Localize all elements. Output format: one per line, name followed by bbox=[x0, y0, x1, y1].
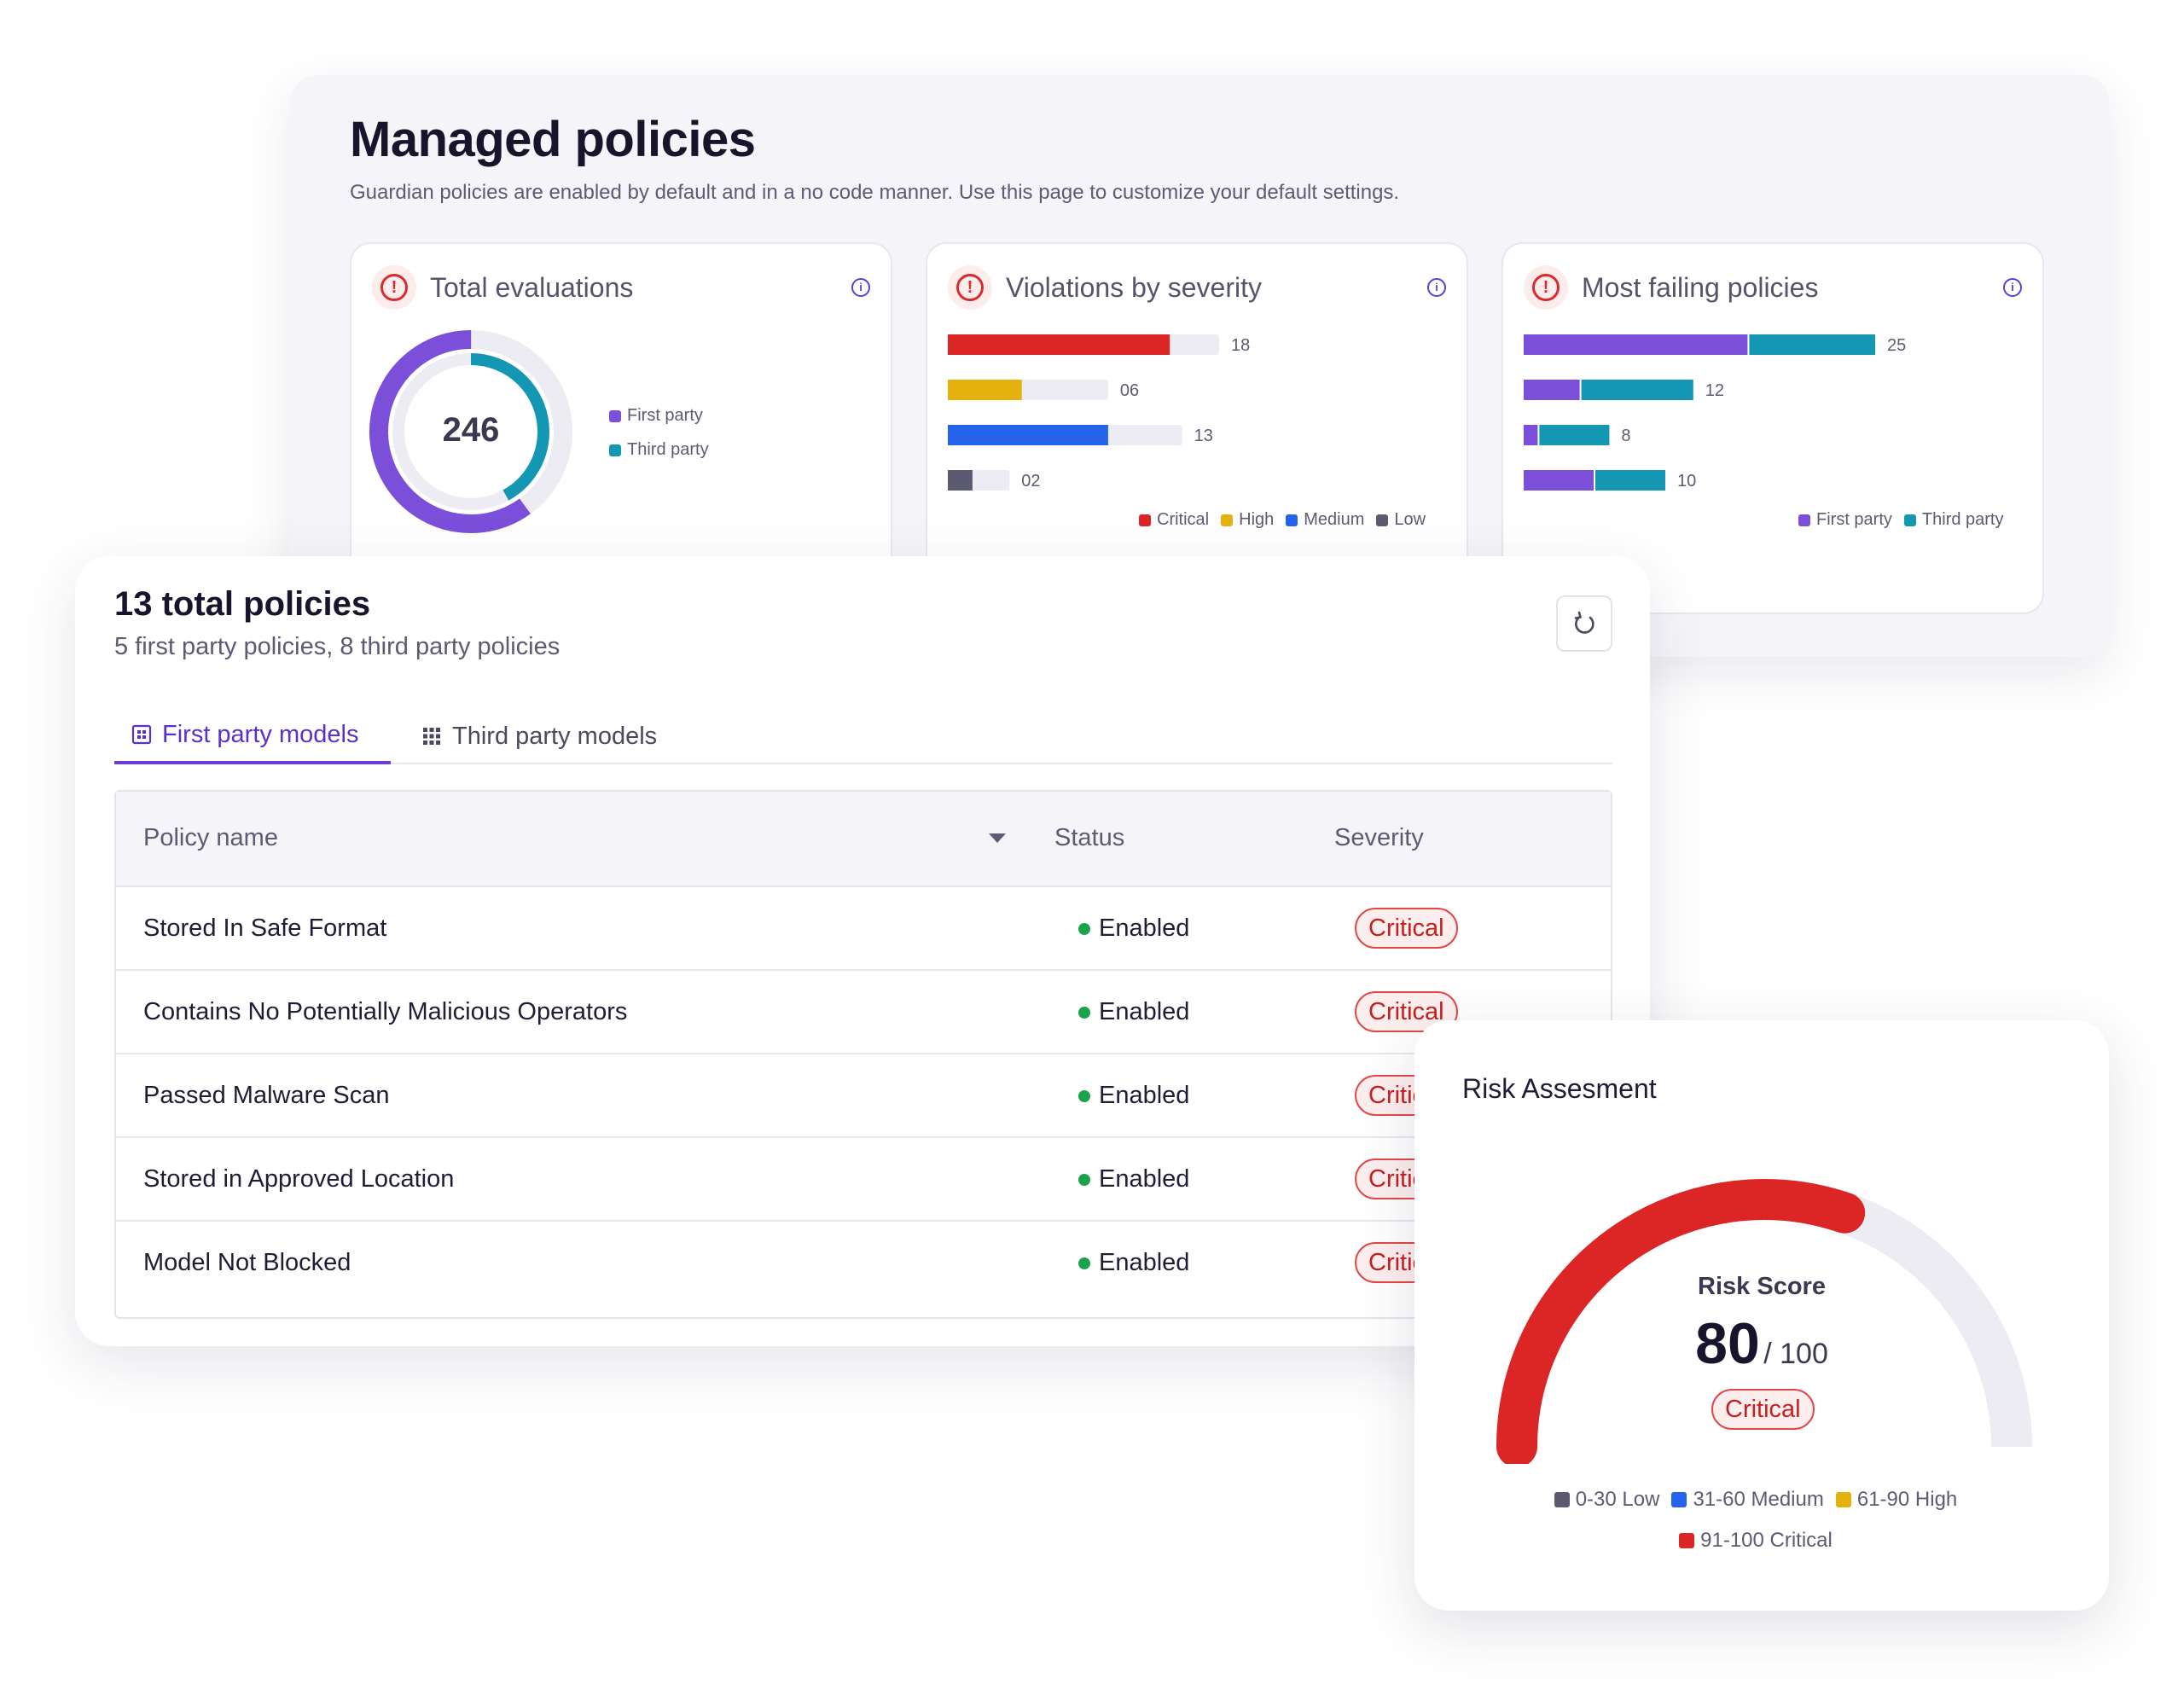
bar-value-label: 8 bbox=[1621, 427, 1630, 445]
table-row[interactable]: Stored in Approved Location Enabled Crit… bbox=[116, 1138, 1611, 1222]
risk-score-max: / 100 bbox=[1763, 1338, 1828, 1370]
bar-first-party bbox=[1524, 425, 1538, 445]
tab-first-party-models[interactable]: First party models bbox=[114, 708, 391, 764]
tab-third-party-models[interactable]: Third party models bbox=[404, 708, 657, 764]
risk-assessment-card: Risk Assesment Risk Score 80 / 100 Criti… bbox=[1414, 1020, 2109, 1611]
policy-name: Passed Malware Scan bbox=[143, 1082, 390, 1109]
alert-icon: ! bbox=[948, 265, 992, 310]
bar-value-label: 13 bbox=[1194, 427, 1213, 445]
bar-high bbox=[948, 380, 1022, 400]
bar-value-label: 10 bbox=[1677, 472, 1696, 491]
violations-card: ! Violations by severity i 18 06 13 02 Crit… bbox=[926, 242, 1468, 584]
risk-score-label: Risk Score bbox=[1698, 1273, 1826, 1300]
policies-table: Policy name Status Severity Stored In Sa… bbox=[114, 790, 1612, 1319]
risk-severity-badge: Critical bbox=[1711, 1389, 1815, 1430]
info-icon[interactable]: i bbox=[2003, 278, 2022, 297]
legend-item: First party bbox=[609, 406, 703, 426]
bar-critical bbox=[948, 334, 1170, 355]
risk-gauge bbox=[1496, 1179, 2032, 1464]
bar-third-party bbox=[1749, 334, 1875, 355]
policy-name: Stored In Safe Format bbox=[143, 915, 387, 942]
status-cell: Enabled bbox=[1078, 1165, 1189, 1193]
bar-low bbox=[948, 470, 973, 491]
risk-title: Risk Assesment bbox=[1462, 1073, 1657, 1104]
status-dot bbox=[1078, 1006, 1090, 1019]
table-header: Policy name Status Severity bbox=[116, 792, 1611, 887]
bar-value-label: 06 bbox=[1120, 381, 1139, 400]
column-status: Status bbox=[1054, 824, 1125, 851]
status-dot bbox=[1078, 922, 1090, 935]
bar-first-party bbox=[1524, 470, 1594, 491]
risk-score: 80 / 100 bbox=[1414, 1310, 2109, 1377]
bar-third-party bbox=[1595, 470, 1665, 491]
most-failing-card: ! Most failing policies i 25 12 8 10 First … bbox=[1502, 242, 2044, 614]
donut-third-party bbox=[392, 353, 549, 510]
bar-first-party bbox=[1524, 334, 1748, 355]
policy-name: Model Not Blocked bbox=[143, 1249, 351, 1276]
status-cell: Enabled bbox=[1078, 1249, 1189, 1277]
status-dot bbox=[1078, 1257, 1090, 1269]
page-subtitle: Guardian policies are enabled by default… bbox=[350, 181, 1400, 204]
violations-bars: 18 06 13 02 bbox=[948, 334, 1250, 491]
risk-legend: 91-100 Critical bbox=[1414, 1529, 2109, 1553]
column-policy-name[interactable]: Policy name bbox=[143, 824, 278, 851]
table-row[interactable]: Contains No Potentially Malicious Operat… bbox=[116, 971, 1611, 1054]
policies-panel: 13 total policies 5 first party policies… bbox=[75, 556, 1650, 1346]
status-dot bbox=[1078, 1173, 1090, 1186]
policy-name: Contains No Potentially Malicious Operat… bbox=[143, 998, 628, 1025]
refresh-icon bbox=[1574, 611, 1594, 634]
card-title: Total evaluations bbox=[430, 271, 634, 303]
info-icon[interactable]: i bbox=[851, 278, 870, 297]
tab-bar: First party models Third party models bbox=[114, 708, 1612, 764]
failing-bars: 25 12 8 10 bbox=[1524, 334, 1906, 491]
bar-medium bbox=[948, 425, 1108, 445]
bar-third-party bbox=[1581, 380, 1693, 400]
risk-legend: 0-30 Low 31-60 Medium 61-90 High bbox=[1414, 1488, 2109, 1512]
severity-badge: Critical bbox=[1355, 908, 1458, 949]
status-cell: Enabled bbox=[1078, 998, 1189, 1026]
failing-legend: First party Third party bbox=[1798, 510, 2016, 530]
bar-value-label: 18 bbox=[1231, 336, 1250, 355]
dots-grid-icon bbox=[423, 728, 440, 745]
bar-first-party bbox=[1524, 380, 1580, 400]
column-severity: Severity bbox=[1334, 824, 1424, 851]
total-evaluations-card: ! Total evaluations i 246 First party Th… bbox=[350, 242, 892, 584]
gauge-fill bbox=[1496, 1179, 1866, 1464]
risk-score-value: 80 bbox=[1695, 1311, 1760, 1376]
legend-item: Third party bbox=[609, 440, 709, 460]
card-title: Most failing policies bbox=[1582, 271, 1819, 303]
bar-value-label: 02 bbox=[1021, 472, 1040, 491]
bar-value-label: 12 bbox=[1705, 381, 1724, 400]
card-title: Violations by severity bbox=[1006, 271, 1262, 303]
violations-legend: Critical High Medium Low bbox=[1139, 510, 1438, 530]
status-dot bbox=[1078, 1089, 1090, 1102]
grid-icon bbox=[131, 724, 152, 745]
table-row[interactable]: Passed Malware Scan Enabled Critical bbox=[116, 1054, 1611, 1138]
status-cell: Enabled bbox=[1078, 1082, 1189, 1110]
table-row[interactable]: Model Not Blocked Enabled Critical bbox=[116, 1222, 1611, 1305]
bar-third-party bbox=[1539, 425, 1610, 445]
managed-policies-panel: Managed policies Guardian policies are e… bbox=[290, 75, 2109, 657]
table-row[interactable]: Stored In Safe Format Enabled Critical bbox=[116, 887, 1611, 971]
policies-title: 13 total policies bbox=[114, 585, 371, 623]
info-icon[interactable]: i bbox=[1427, 278, 1446, 297]
page-title: Managed policies bbox=[350, 112, 756, 167]
bar-value-label: 25 bbox=[1887, 336, 1906, 355]
policy-name: Stored in Approved Location bbox=[143, 1165, 455, 1193]
alert-icon: ! bbox=[1524, 265, 1568, 310]
status-cell: Enabled bbox=[1078, 915, 1189, 943]
donut-total: 246 bbox=[442, 411, 500, 449]
alert-icon: ! bbox=[372, 265, 416, 310]
refresh-button[interactable] bbox=[1556, 595, 1612, 652]
policies-subtitle: 5 first party policies, 8 third party po… bbox=[114, 633, 561, 660]
chevron-down-icon[interactable] bbox=[988, 833, 1007, 845]
donut-chart bbox=[369, 330, 572, 533]
